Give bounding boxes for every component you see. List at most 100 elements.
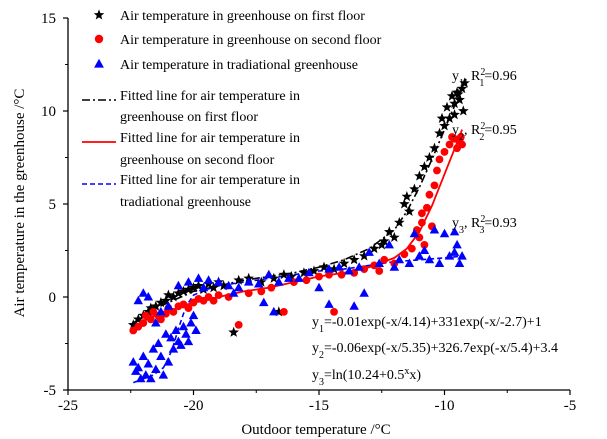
triangle-marker xyxy=(138,288,149,297)
triangle-marker xyxy=(176,340,186,349)
triangle-marker xyxy=(156,306,166,316)
x-tick-label: -15 xyxy=(309,398,329,414)
triangle-marker xyxy=(191,325,201,334)
circle-marker xyxy=(418,209,426,218)
legend-item-fit-first-floor: Fitted line for air temperature in green… xyxy=(82,89,304,125)
triangle-marker xyxy=(394,254,405,264)
star-marker xyxy=(401,191,413,202)
circle-marker xyxy=(445,140,454,149)
triangle-marker xyxy=(233,282,244,292)
circle-marker xyxy=(407,244,416,253)
triangle-marker xyxy=(94,58,104,68)
circle-marker xyxy=(337,270,346,279)
triangle-marker xyxy=(364,247,374,256)
triangle-marker xyxy=(264,269,274,279)
triangle-marker xyxy=(133,295,143,305)
annotations: y1, R2 1=0.96 y2, R2 2=0.95 y3, R2 3=0.93 y… xyxy=(312,67,558,388)
circle-marker xyxy=(325,270,333,279)
star-marker xyxy=(449,98,460,109)
triangle-marker xyxy=(133,362,143,372)
y-tick-label: -5 xyxy=(44,383,57,399)
triangle-marker xyxy=(181,329,191,338)
triangle-marker xyxy=(228,288,239,297)
triangle-marker xyxy=(314,282,324,292)
y-tick-label: 15 xyxy=(41,11,56,27)
r2-label-y3: y3, R2 3=0.93 xyxy=(452,214,517,236)
circle-marker xyxy=(448,133,456,141)
triangle-marker xyxy=(186,318,196,327)
legend-label: Fitted line for air temperature in green… xyxy=(120,89,304,125)
star-marker xyxy=(439,120,450,131)
triangle-marker xyxy=(259,297,269,307)
equation-y2: y2=-0.06exp(-x/5.35)+326.7exp(-x/5.4)+3.… xyxy=(312,341,558,361)
circle-marker xyxy=(423,203,431,212)
x-axis-title: Outdoor temperature /°C xyxy=(241,422,390,438)
triangle-marker xyxy=(434,258,445,267)
y-tick-label: 5 xyxy=(49,197,57,213)
star-marker xyxy=(338,257,350,269)
star-marker xyxy=(193,280,204,291)
star-marker xyxy=(434,127,445,138)
legend-item-fit-traditional: Fitted line for air temperature in tradi… xyxy=(82,173,300,210)
star-marker xyxy=(133,313,144,324)
star-marker xyxy=(358,250,370,261)
legend-circle-marker xyxy=(94,34,104,44)
triangle-marker xyxy=(274,277,284,286)
star-marker xyxy=(436,112,448,123)
triangle-marker xyxy=(374,258,384,267)
star-marker xyxy=(444,112,455,123)
star-marker xyxy=(163,289,174,300)
y-tick-label: 0 xyxy=(49,290,57,306)
x-tick-label: -25 xyxy=(58,398,78,414)
axes: -25 -20 -15 -10 -5 -5 0 5 10 15 xyxy=(41,11,576,414)
fitted-line xyxy=(132,88,463,324)
circle-marker xyxy=(430,181,439,190)
triangle-marker xyxy=(254,279,264,288)
triangle-marker xyxy=(151,364,161,373)
circle-marker xyxy=(214,291,223,300)
triangle-marker xyxy=(344,266,354,275)
circle-marker xyxy=(267,283,276,292)
triangle-marker xyxy=(198,282,209,292)
star-marker xyxy=(286,270,297,282)
circle-marker xyxy=(418,218,426,227)
triangle-marker xyxy=(213,277,224,286)
triangle-marker xyxy=(158,370,169,379)
triangle-marker xyxy=(136,373,146,383)
triangle-marker xyxy=(294,273,304,282)
legend-star-marker xyxy=(93,9,105,20)
star-marker xyxy=(414,170,425,181)
legend-item-fit-second-floor: Fitted line for air temperature in green… xyxy=(82,131,304,168)
star-marker xyxy=(441,101,453,112)
triangle-marker xyxy=(143,359,154,368)
circle-marker xyxy=(94,34,104,44)
circle-marker xyxy=(456,133,465,141)
triangle-marker xyxy=(178,321,189,331)
triangle-marker xyxy=(444,251,455,260)
star-marker xyxy=(228,326,239,337)
series-star xyxy=(127,77,470,337)
data-markers xyxy=(127,77,470,383)
legend-label: Fitted line for air temperature in green… xyxy=(120,131,304,168)
triangle-marker xyxy=(439,228,450,238)
star-marker xyxy=(419,161,430,172)
circle-marker xyxy=(209,296,218,305)
legend-triangle-marker xyxy=(94,58,104,68)
triangle-marker xyxy=(389,262,400,271)
circle-marker xyxy=(440,148,449,156)
star-marker xyxy=(399,198,410,209)
circle-marker xyxy=(279,307,288,316)
circle-marker xyxy=(234,321,243,329)
triangle-marker xyxy=(183,277,194,286)
triangle-marker xyxy=(163,357,174,366)
star-marker xyxy=(273,306,285,317)
triangle-marker xyxy=(223,280,234,290)
triangle-marker xyxy=(153,338,164,347)
triangle-marker xyxy=(457,251,467,260)
star-marker xyxy=(424,151,435,162)
circle-marker xyxy=(330,307,338,316)
circle-marker xyxy=(400,250,409,259)
legend-item-traditional: Air temperature in tradiational greenhou… xyxy=(94,58,358,73)
triangle-marker xyxy=(128,357,138,366)
